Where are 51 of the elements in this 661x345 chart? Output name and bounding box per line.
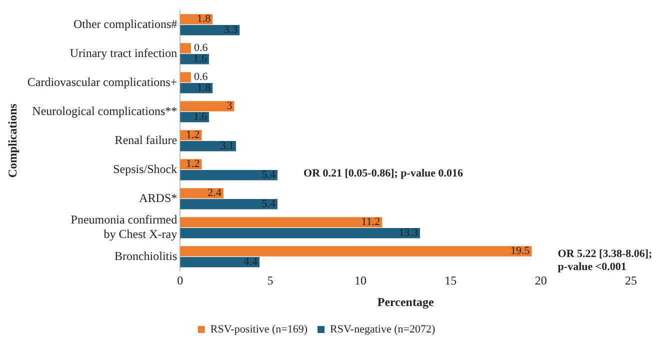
- y-axis-title: Complications: [5, 103, 20, 178]
- y-tick-label: Bronchiolitis: [114, 248, 178, 263]
- data-label: 0.6: [194, 42, 208, 54]
- data-label: 5.4: [262, 169, 276, 182]
- bar: [180, 198, 278, 210]
- bar: [180, 43, 191, 54]
- data-label: 1.2: [186, 158, 200, 170]
- y-tick-label: Sepsis/Shock: [113, 162, 178, 176]
- y-tick-label: Other complications#: [73, 16, 178, 31]
- data-label: 3.3: [224, 24, 238, 36]
- bar: [180, 24, 240, 36]
- data-label: 1.8: [196, 13, 212, 26]
- annotation: OR 0.21 [0.05-0.86]; p-value 0.016: [304, 168, 464, 180]
- y-tick-label: Renal failure: [114, 132, 178, 147]
- y-tick-label: Pneumonia confirmed by Chest X-ray: [70, 212, 178, 242]
- x-tick-label: 0: [177, 274, 184, 288]
- legend-label: RSV-negative (n=2072): [330, 323, 436, 336]
- bar: [180, 246, 532, 256]
- data-label: 3.1: [220, 140, 234, 152]
- y-tick-label: ARDS*: [139, 190, 178, 205]
- y-tick-label: Urinary tract infection: [70, 46, 178, 60]
- bar: [180, 140, 236, 152]
- data-label: 2.4: [208, 187, 222, 200]
- bar: [180, 188, 224, 198]
- annotation: OR 5.22 [3.38-8.06]; p-value <0.001: [558, 248, 652, 274]
- y-tick-label: Cardiovascular complications+: [27, 74, 178, 89]
- bar: [180, 170, 278, 180]
- x-tick-label: 15: [444, 274, 457, 288]
- x-tick-label: 25: [625, 274, 637, 288]
- data-label: 4.4: [244, 256, 258, 268]
- data-label: 3: [226, 100, 233, 112]
- data-label: 0.6: [194, 71, 208, 84]
- bar: [180, 72, 191, 82]
- x-axis-title: Percentage: [377, 294, 434, 309]
- data-label: 11.2: [361, 216, 380, 228]
- x-tick-label: 10: [354, 274, 366, 288]
- y-tick-label: Neurological complications**: [32, 104, 178, 118]
- x-tick-label: 5: [267, 274, 274, 288]
- bar: [180, 101, 234, 112]
- data-label: 1.6: [193, 53, 208, 66]
- bar: [180, 256, 260, 268]
- data-label: 1.8: [196, 82, 212, 94]
- data-label: 19.5: [510, 245, 530, 258]
- bar: [180, 228, 420, 238]
- x-tick-label: 20: [534, 274, 547, 288]
- data-label: 1.2: [186, 129, 200, 142]
- legend-label: RSV-positive (n=169): [210, 323, 308, 336]
- data-label: 5.4: [262, 198, 276, 210]
- data-label: 13.3: [398, 227, 418, 240]
- data-label: 1.6: [193, 111, 208, 124]
- bar: [180, 217, 382, 228]
